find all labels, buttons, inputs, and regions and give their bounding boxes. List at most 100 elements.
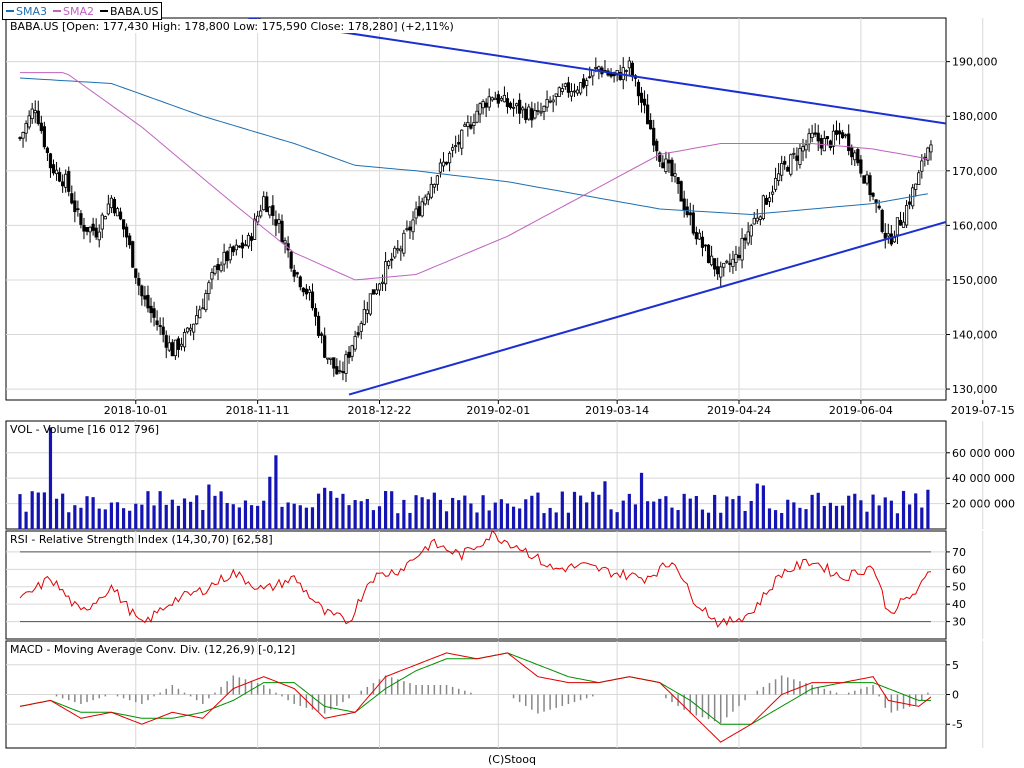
- candle-body: [402, 232, 406, 254]
- candle-body: [301, 287, 305, 293]
- candle-body: [204, 293, 208, 311]
- candle-body: [834, 130, 839, 135]
- legend-swatch-sma3: [6, 10, 14, 12]
- candle-body: [725, 260, 729, 263]
- volume-bar: [554, 512, 558, 529]
- candle-body: [115, 208, 120, 217]
- candle-body: [664, 158, 668, 172]
- candle-body: [575, 89, 580, 94]
- volume-bar: [828, 502, 833, 529]
- candle-body: [73, 200, 77, 213]
- volume-bar: [761, 485, 765, 529]
- candle-body: [557, 87, 561, 97]
- candle-body: [454, 145, 458, 147]
- volume-bar: [158, 491, 162, 529]
- candle-body: [649, 119, 653, 130]
- volume-bar: [323, 487, 327, 529]
- candle-body: [447, 152, 452, 164]
- legend: SMA3 SMA2 BABA.US: [2, 2, 163, 20]
- volume-bar: [432, 492, 436, 529]
- candle-body: [222, 251, 226, 265]
- candle-body: [152, 308, 156, 318]
- candle-body: [572, 90, 577, 93]
- legend-item-sma2: SMA2: [53, 5, 94, 18]
- candle-body: [362, 309, 366, 325]
- candle-body: [521, 107, 525, 111]
- volume-bar: [518, 508, 522, 529]
- candle-body: [393, 247, 397, 258]
- candle-body: [335, 366, 339, 375]
- volume-bar: [895, 513, 900, 529]
- candle-body: [624, 70, 628, 72]
- vol-y-tick-label: 20 000 000: [952, 498, 1015, 511]
- volume-bar: [304, 507, 308, 529]
- candle-body: [432, 183, 436, 188]
- volume-bar: [347, 505, 351, 529]
- candle-body: [417, 206, 421, 216]
- candle-body: [554, 93, 558, 97]
- candle-body: [877, 205, 881, 209]
- candle-body: [109, 197, 113, 209]
- candle-body: [85, 226, 89, 232]
- candle-body: [560, 88, 564, 93]
- volume-bar: [249, 505, 254, 529]
- candle-body: [773, 177, 778, 190]
- candle-body: [420, 201, 424, 217]
- candle-body: [423, 196, 427, 205]
- candle-body: [594, 67, 598, 69]
- candle-body: [18, 137, 22, 139]
- candle-body: [831, 130, 836, 147]
- candle-body: [850, 147, 854, 158]
- candle-body: [639, 92, 644, 103]
- volume-bar: [719, 512, 723, 529]
- price-y-tick-label: 150,000: [952, 274, 998, 287]
- volume-bar: [737, 495, 741, 529]
- candle-body: [298, 276, 302, 288]
- candle-body: [518, 99, 522, 114]
- candle-body: [326, 357, 330, 360]
- volume-bar: [201, 510, 205, 529]
- trendline-lower: [348, 220, 946, 396]
- rsi-y-tick-label: 50: [952, 581, 966, 594]
- candle-body: [283, 240, 287, 244]
- candle-body: [438, 162, 443, 173]
- candle-body: [630, 62, 634, 77]
- candle-body: [338, 370, 342, 372]
- candle-body: [231, 246, 235, 253]
- candle-body: [487, 96, 491, 108]
- candle-body: [749, 225, 753, 237]
- volume-bar: [615, 512, 619, 529]
- candle-body: [21, 132, 25, 139]
- candle-body: [551, 99, 555, 103]
- candle-body: [195, 315, 199, 325]
- candle-body: [240, 242, 245, 249]
- candle-body: [856, 149, 860, 164]
- volume-bar: [121, 508, 126, 529]
- candle-body: [24, 123, 28, 134]
- candle-body: [746, 231, 750, 244]
- candle-body: [304, 288, 308, 295]
- legend-item-baba: BABA.US: [100, 5, 158, 18]
- candle-body: [655, 140, 659, 152]
- candle-body: [777, 173, 781, 182]
- candle-body: [94, 227, 98, 238]
- candle-body: [67, 171, 71, 192]
- volume-bar: [298, 505, 302, 529]
- vol-y-tick-label: 40 000 000: [952, 472, 1015, 485]
- candle-body: [429, 183, 433, 198]
- volume-bar: [195, 495, 199, 529]
- trendline-upper: [248, 18, 946, 125]
- volume-bar: [85, 496, 89, 529]
- price-y-tick-label: 190,000: [952, 56, 998, 69]
- legend-label-baba: BABA.US: [110, 4, 159, 18]
- rsi-line: [19, 529, 932, 628]
- volume-bar: [207, 484, 211, 529]
- candle-body: [70, 193, 74, 204]
- candle-body: [146, 294, 150, 309]
- candle-body: [106, 203, 110, 215]
- volume-bar: [390, 491, 394, 529]
- candle-body: [268, 206, 272, 216]
- candle-body: [246, 234, 251, 247]
- candle-body: [844, 134, 848, 137]
- rsi-panel-title: RSI - Relative Strength Index (14,30,70)…: [10, 533, 273, 546]
